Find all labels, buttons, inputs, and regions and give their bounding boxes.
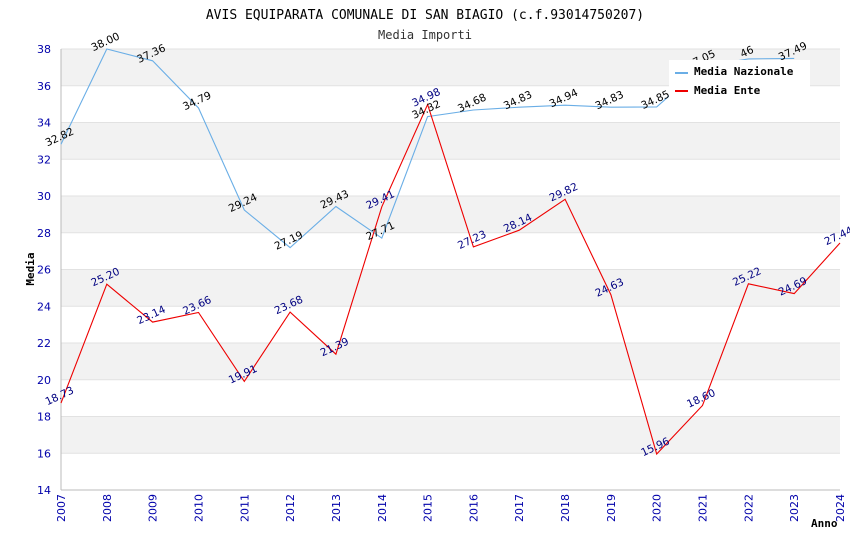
y-axis-ticks: 14 16 18 20 22 24 26 28 30 32 34 36 38	[37, 43, 51, 497]
legend-label-media-ente: Media Ente	[694, 84, 761, 97]
x-tick-label: 2021	[697, 494, 710, 522]
chart-subtitle: Media Importi	[378, 28, 472, 42]
grid-band	[61, 379, 840, 417]
grid-band	[61, 343, 840, 380]
x-axis-label: Anno	[811, 517, 838, 530]
x-tick-label: 2011	[238, 494, 251, 522]
x-tick-label: 2010	[192, 494, 205, 522]
y-tick-label: 22	[37, 337, 51, 350]
x-tick-label: 2020	[651, 494, 664, 522]
x-tick-label: 2012	[284, 494, 297, 522]
y-tick-label: 20	[37, 374, 51, 387]
x-tick-label: 2019	[605, 494, 618, 522]
y-tick-label: 36	[37, 80, 51, 93]
grid-band	[61, 196, 840, 233]
y-tick-label: 38	[37, 43, 51, 56]
x-tick-label: 2016	[467, 494, 480, 522]
x-tick-label: 2024	[834, 494, 847, 522]
y-tick-label: 32	[37, 153, 51, 166]
series-line-media-ente	[60, 102, 841, 456]
y-tick-label: 28	[37, 227, 51, 240]
y-tick-label: 34	[37, 117, 51, 130]
x-tick-label: 2023	[788, 494, 801, 522]
y-tick-label: 18	[37, 411, 51, 424]
x-tick-label: 2013	[330, 494, 343, 522]
grid-band	[61, 416, 840, 454]
x-tick-label: 2008	[101, 494, 114, 522]
grid-band	[61, 269, 840, 307]
data-label: 46	[738, 44, 755, 61]
legend-box	[669, 60, 810, 104]
grid-band	[61, 159, 840, 196]
x-axis-ticks: 2007 2008 2009 2010 2011 2012 2013 2014 2015 2016…	[55, 494, 847, 522]
x-tick-label: 2007	[55, 494, 68, 522]
grid-band	[61, 232, 840, 270]
x-tick-label: 2022	[742, 494, 755, 522]
legend: Media Nazionale Media Ente	[669, 60, 810, 104]
x-tick-label: 2018	[559, 494, 572, 522]
grid-band	[61, 453, 840, 490]
y-tick-label: 16	[37, 447, 51, 460]
legend-label-media-nazionale: Media Nazionale	[694, 65, 794, 78]
y-tick-label: 14	[37, 484, 51, 497]
x-tick-label: 2015	[422, 494, 435, 522]
chart-title: AVIS EQUIPARATA COMUNALE DI SAN BIAGIO (…	[206, 8, 644, 23]
y-tick-label: 24	[37, 300, 51, 313]
x-tick-label: 2014	[376, 494, 389, 522]
grid-band	[61, 122, 840, 160]
grid-band	[61, 306, 840, 343]
x-tick-label: 2017	[513, 494, 526, 522]
y-tick-label: 30	[37, 190, 51, 203]
y-tick-label: 26	[37, 264, 51, 277]
y-axis-label: Media	[24, 252, 37, 285]
x-tick-label: 2009	[147, 494, 160, 522]
grid-bands	[61, 49, 840, 490]
